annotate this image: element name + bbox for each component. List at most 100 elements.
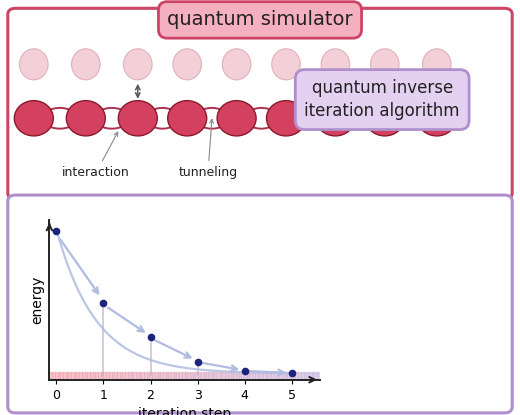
Bar	[233, 372, 236, 380]
Bar	[217, 372, 220, 380]
Bar	[317, 372, 320, 380]
Bar	[174, 372, 176, 380]
Bar	[122, 372, 125, 380]
Bar	[82, 372, 85, 380]
Bar	[74, 372, 76, 380]
Ellipse shape	[321, 49, 350, 80]
Bar	[225, 372, 228, 380]
Bar	[261, 372, 263, 380]
Bar	[166, 372, 168, 380]
Bar	[58, 372, 60, 380]
Bar	[263, 372, 266, 380]
Bar	[49, 372, 52, 380]
Bar	[120, 372, 122, 380]
Bar	[201, 372, 203, 380]
Bar	[125, 372, 128, 380]
Bar	[271, 372, 274, 380]
Bar	[87, 372, 90, 380]
Ellipse shape	[422, 49, 451, 80]
Ellipse shape	[119, 101, 158, 136]
Bar	[311, 372, 315, 380]
Bar	[250, 372, 252, 380]
Ellipse shape	[365, 101, 405, 136]
Bar	[304, 372, 306, 380]
Bar	[223, 372, 225, 380]
Bar	[163, 372, 166, 380]
Bar	[155, 372, 158, 380]
Bar	[114, 372, 117, 380]
Bar	[85, 372, 87, 380]
Bar	[306, 372, 309, 380]
Ellipse shape	[417, 101, 457, 136]
Bar	[144, 372, 147, 380]
FancyBboxPatch shape	[8, 8, 512, 199]
Bar	[136, 372, 139, 380]
Point	[99, 300, 108, 307]
Bar	[230, 372, 233, 380]
Bar	[139, 372, 141, 380]
Bar	[282, 372, 284, 380]
Ellipse shape	[167, 101, 207, 136]
Bar	[93, 372, 95, 380]
Ellipse shape	[223, 49, 251, 80]
Bar	[112, 372, 114, 380]
Bar	[309, 372, 311, 380]
Bar	[60, 372, 63, 380]
Bar	[101, 372, 103, 380]
Bar	[63, 372, 66, 380]
Bar	[71, 372, 74, 380]
Bar	[212, 372, 214, 380]
Bar	[206, 372, 209, 380]
Text: tunneling: tunneling	[178, 120, 238, 179]
Bar	[95, 372, 98, 380]
Bar	[133, 372, 136, 380]
Point	[288, 370, 296, 376]
Ellipse shape	[267, 101, 306, 136]
X-axis label: iteration step: iteration step	[138, 407, 231, 415]
Ellipse shape	[67, 101, 106, 136]
Bar	[257, 372, 261, 380]
Text: quantum inverse
iteration algorithm: quantum inverse iteration algorithm	[304, 79, 460, 120]
Bar	[149, 372, 152, 380]
Bar	[203, 372, 206, 380]
Bar	[293, 372, 295, 380]
Ellipse shape	[316, 101, 355, 136]
Text: quantum simulator: quantum simulator	[167, 10, 353, 29]
Bar	[103, 372, 106, 380]
Bar	[168, 372, 171, 380]
Bar	[68, 372, 71, 380]
Bar	[255, 372, 257, 380]
Bar	[106, 372, 109, 380]
Bar	[214, 372, 217, 380]
Point	[240, 367, 249, 374]
Bar	[274, 372, 277, 380]
Bar	[244, 372, 247, 380]
FancyBboxPatch shape	[8, 195, 512, 413]
Bar	[158, 372, 160, 380]
Point	[53, 228, 61, 235]
Bar	[185, 372, 187, 380]
Bar	[295, 372, 298, 380]
Bar	[239, 372, 241, 380]
Ellipse shape	[15, 101, 54, 136]
Bar	[193, 372, 196, 380]
Bar	[247, 372, 250, 380]
Y-axis label: energy: energy	[30, 276, 44, 324]
Bar	[298, 372, 301, 380]
Bar	[236, 372, 239, 380]
Bar	[76, 372, 79, 380]
Ellipse shape	[124, 49, 152, 80]
Bar	[152, 372, 155, 380]
Bar	[176, 372, 179, 380]
Ellipse shape	[20, 49, 48, 80]
Bar	[141, 372, 144, 380]
Bar	[131, 372, 133, 380]
Bar	[198, 372, 201, 380]
Bar	[182, 372, 185, 380]
Bar	[171, 372, 174, 380]
Bar	[315, 372, 317, 380]
Ellipse shape	[271, 49, 301, 80]
Bar	[268, 372, 271, 380]
Bar	[277, 372, 279, 380]
Ellipse shape	[72, 49, 100, 80]
